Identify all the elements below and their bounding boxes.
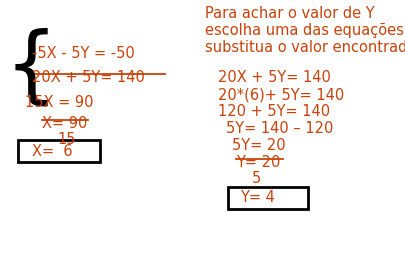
Text: -5X - 5Y = -50: -5X - 5Y = -50	[32, 46, 135, 61]
Text: Y= 4: Y= 4	[240, 190, 275, 205]
Text: 120 + 5Y= 140: 120 + 5Y= 140	[218, 104, 330, 119]
Text: substitua o valor encontrado de X: substitua o valor encontrado de X	[205, 40, 405, 55]
Text: 5: 5	[252, 171, 261, 186]
Text: Para achar o valor de Y: Para achar o valor de Y	[205, 6, 375, 21]
Text: X=  6: X= 6	[32, 143, 72, 158]
Bar	[18, 140, 100, 162]
Text: 20X + 5Y= 140: 20X + 5Y= 140	[32, 70, 145, 85]
Text: {: {	[5, 28, 58, 108]
Text: 15X = 90: 15X = 90	[25, 95, 94, 110]
Text: Y= 20: Y= 20	[236, 155, 280, 170]
Text: 20X + 5Y= 140: 20X + 5Y= 140	[218, 70, 331, 85]
Text: 15: 15	[57, 132, 75, 147]
Text: 20*(6)+ 5Y= 140: 20*(6)+ 5Y= 140	[218, 87, 344, 102]
Text: 5Y= 20: 5Y= 20	[232, 138, 286, 153]
Text: 5Y= 140 – 120: 5Y= 140 – 120	[226, 121, 333, 136]
Bar	[228, 187, 308, 209]
Text: escolha uma das equações e: escolha uma das equações e	[205, 23, 405, 38]
Text: X= 90: X= 90	[42, 116, 87, 131]
